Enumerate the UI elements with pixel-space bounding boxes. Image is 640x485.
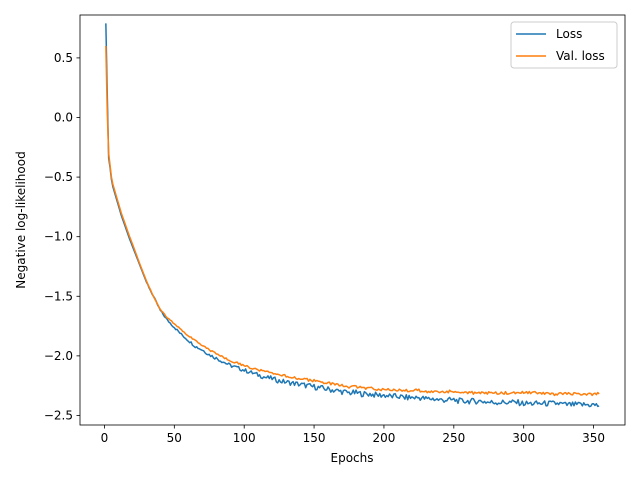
legend: Loss Val. loss	[510, 21, 618, 69]
x-tick-label: 0	[101, 431, 109, 445]
x-tick-label: 300	[512, 431, 535, 445]
y-axis: −2.5 −2.0 −1.5 −1.0 −0.5 0.0 0.5	[44, 51, 80, 422]
x-tick-label: 200	[372, 431, 395, 445]
y-tick-label: −1.0	[44, 230, 73, 244]
plot-lines	[105, 23, 600, 408]
legend-label-loss: Loss	[556, 27, 582, 41]
x-axis-label: Epochs	[331, 451, 374, 465]
y-tick-label: −1.5	[44, 289, 73, 303]
series-line-loss	[105, 23, 600, 408]
y-tick-label: −0.5	[44, 170, 73, 184]
series-line-val-loss	[105, 45, 600, 397]
x-axis: 0 50 100 150 200 250 300 350	[101, 425, 605, 445]
x-tick-label: 250	[442, 431, 465, 445]
plot-frame	[79, 14, 626, 426]
y-tick-label: 0.0	[54, 111, 73, 125]
y-tick-label: 0.5	[54, 51, 73, 65]
x-tick-label: 350	[582, 431, 605, 445]
y-tick-label: −2.5	[44, 408, 73, 422]
x-tick-label: 50	[167, 431, 182, 445]
x-tick-label: 100	[233, 431, 256, 445]
y-tick-label: −2.0	[44, 349, 73, 363]
y-axis-label: Negative log-likelihood	[14, 151, 28, 288]
x-tick-label: 150	[303, 431, 326, 445]
legend-label-val-loss: Val. loss	[556, 49, 605, 63]
